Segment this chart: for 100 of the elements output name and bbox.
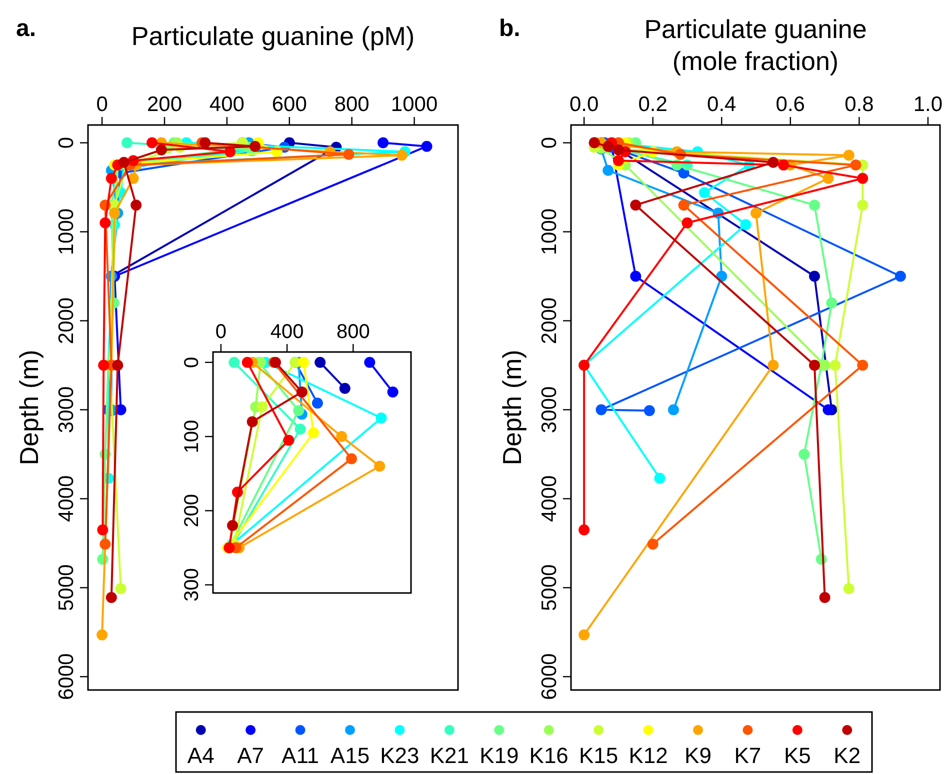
point	[421, 140, 432, 152]
point	[822, 404, 834, 416]
y-tick-label: 0	[538, 136, 561, 149]
point	[156, 144, 167, 156]
point	[612, 155, 624, 166]
legend-label: A11	[282, 743, 320, 768]
y-tick-label: 4000	[538, 475, 561, 522]
y-tick-label: 100	[181, 420, 203, 454]
legend-label: K21	[430, 743, 470, 768]
point	[857, 360, 868, 371]
point	[857, 172, 868, 184]
point	[750, 208, 762, 219]
point	[376, 412, 387, 424]
point	[246, 416, 258, 428]
legend-label: K16	[529, 743, 568, 768]
x-tick-label: 0.0	[569, 93, 599, 116]
point	[130, 200, 142, 211]
y-tick-label: 3000	[55, 386, 78, 434]
x-tick-label: 0.4	[707, 93, 737, 116]
point	[850, 160, 862, 171]
text: a.	[16, 15, 36, 42]
y-tick-label: 6000	[55, 653, 78, 700]
point	[118, 156, 130, 168]
point	[106, 172, 117, 184]
point	[112, 360, 124, 371]
y-tick-label: 3000	[538, 386, 561, 434]
point	[122, 137, 133, 148]
point	[227, 520, 238, 532]
legend-label: A7	[237, 743, 264, 768]
y-tick-label: 1000	[538, 208, 561, 256]
point	[242, 356, 253, 368]
point	[100, 217, 111, 228]
point	[698, 187, 710, 198]
legend-label: K12	[628, 743, 668, 768]
point	[612, 144, 624, 156]
point	[578, 629, 590, 640]
legend-label: K15	[578, 743, 618, 768]
text: b.	[499, 15, 520, 42]
point	[768, 360, 779, 371]
y-tick-label: 200	[181, 494, 203, 528]
legend-label: A15	[330, 743, 370, 768]
point	[819, 592, 830, 603]
point	[602, 164, 614, 176]
point	[293, 405, 304, 416]
point	[843, 150, 854, 161]
x-tick-label: 0	[96, 93, 108, 116]
x-tick-label: 200	[146, 93, 182, 116]
point	[298, 356, 310, 368]
point	[283, 434, 294, 446]
chart-title: Particulate guanine (mole fraction)	[644, 14, 867, 76]
point	[894, 270, 906, 282]
point	[387, 386, 398, 398]
legend-label: K7	[734, 743, 762, 768]
point	[808, 200, 820, 211]
point	[644, 405, 655, 416]
point	[308, 427, 319, 438]
point	[682, 217, 693, 228]
point	[630, 200, 642, 211]
point	[200, 137, 211, 148]
point	[109, 208, 120, 219]
y-tick-label: 5000	[55, 564, 78, 612]
y-axis-title: Depth (m)	[497, 350, 527, 466]
point	[843, 583, 854, 594]
x-tick-label: 400	[209, 93, 244, 116]
point	[343, 148, 354, 160]
point	[808, 270, 820, 282]
point	[378, 137, 389, 148]
y-tick-label: 5000	[538, 564, 561, 612]
x-tick-label: 1000	[390, 93, 438, 116]
point	[630, 270, 642, 282]
point	[100, 538, 111, 550]
point	[374, 460, 386, 472]
y-tick-label: 0	[181, 356, 203, 368]
legend-label: K2	[834, 743, 861, 768]
point	[857, 200, 868, 211]
y-tick-label: 2000	[55, 297, 78, 344]
point	[97, 524, 108, 536]
x-tick-label: 0	[215, 321, 226, 343]
point	[312, 398, 323, 409]
x-tick-label: 800	[334, 93, 370, 116]
point	[296, 386, 308, 398]
x-tick-label: 0.6	[776, 93, 806, 116]
point	[396, 150, 408, 161]
point	[768, 156, 779, 168]
point	[596, 404, 607, 416]
y-tick-label: 6000	[538, 653, 561, 700]
point	[96, 629, 108, 640]
point	[98, 360, 110, 371]
chart-title: Particulate guanine (pM)	[131, 21, 415, 51]
y-tick-label: 4000	[55, 475, 78, 522]
x-tick-label: 1.0	[913, 93, 943, 116]
point	[115, 583, 126, 594]
point	[678, 200, 690, 211]
point	[740, 219, 752, 230]
point	[336, 431, 348, 442]
legend-label: A4	[187, 743, 214, 768]
point	[250, 140, 261, 152]
x-tick-label: 0.8	[844, 93, 874, 116]
x-tick-label: 400	[270, 321, 304, 343]
legend-label: K19	[480, 743, 519, 768]
